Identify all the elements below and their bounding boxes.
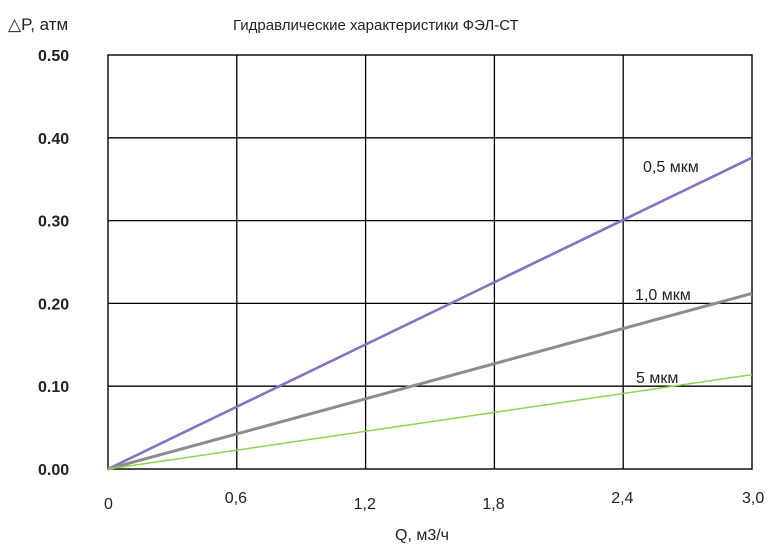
y-tick-label: 0.50	[38, 48, 69, 65]
series-label: 0,5 мкм	[643, 159, 699, 176]
y-axis-label: △P, атм	[8, 15, 68, 34]
y-tick-label: 0.30	[38, 214, 69, 231]
x-tick-label: 0,6	[225, 490, 247, 507]
x-tick-label: 1,8	[482, 496, 504, 513]
grid-lines	[108, 55, 752, 469]
series-labels: 0,5 мкм 1,0 мкм 5 мкм	[635, 159, 699, 387]
series-label: 1,0 мкм	[635, 287, 691, 304]
tick-labels: 0.00 0.10 0.20 0.30 0.40 0.50 0 0,6 1,2 1,8 2,4 3,0	[38, 48, 764, 513]
x-tick-label: 1,2	[354, 496, 376, 513]
y-tick-label: 0.20	[38, 296, 69, 313]
series-line	[107, 292, 753, 471]
series-lines	[107, 156, 753, 471]
x-axis-label: Q, м3/ч	[395, 527, 449, 544]
x-tick-label: 0	[104, 496, 113, 513]
x-tick-label: 3,0	[742, 490, 764, 507]
y-tick-label: 0.10	[38, 379, 69, 396]
series-label: 5 мкм	[636, 370, 678, 387]
x-tick-label: 2,4	[611, 490, 633, 507]
y-tick-label: 0.00	[38, 462, 69, 479]
series-line	[107, 156, 753, 471]
y-tick-label: 0.40	[38, 131, 69, 148]
chart-title: Гидравлические характеристики ФЭЛ-СТ	[233, 17, 519, 34]
plot-area	[107, 54, 753, 470]
series-line	[107, 373, 753, 470]
